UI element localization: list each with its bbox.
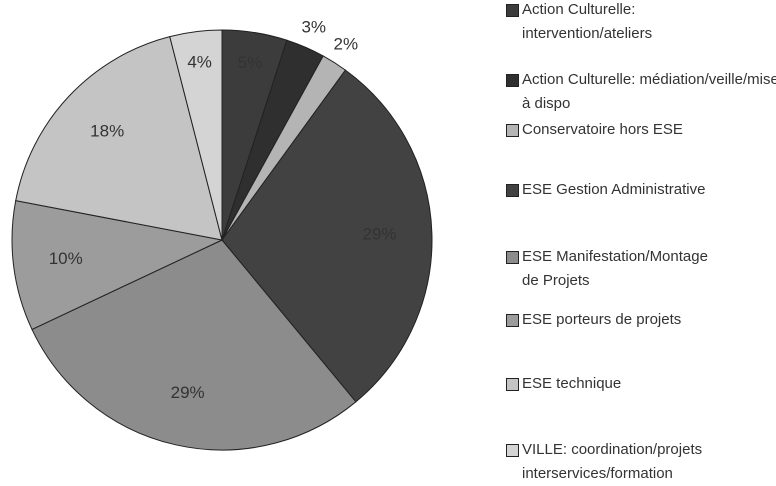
legend-swatch <box>506 4 519 17</box>
legend-swatch <box>506 184 519 197</box>
slice-label: 29% <box>362 225 396 244</box>
slice-label: 10% <box>49 249 83 268</box>
slice-label: 4% <box>187 52 212 71</box>
pie-slice <box>11 200 224 331</box>
legend-swatch <box>506 251 519 264</box>
legend-label: Conservatoire hors ESE <box>522 121 683 138</box>
slice-label: 2% <box>333 34 358 53</box>
slice-label: 18% <box>90 122 124 141</box>
slice-label: 29% <box>171 383 205 402</box>
legend-label: Action Culturelle: médiation/veille/mise… <box>522 71 776 112</box>
pie-slice <box>31 239 357 451</box>
legend-swatch <box>506 74 519 87</box>
pie-chart: 5% 3% 2% 29% 29% 10% 18% 4% <box>11 17 433 451</box>
legend-swatch <box>506 378 519 391</box>
legend-label: ESE Gestion Administrative <box>522 181 706 198</box>
legend-label: ESE porteurs de projets <box>522 311 682 328</box>
pie-slice <box>169 29 223 241</box>
slice-label: 5% <box>238 53 263 72</box>
legend-swatch <box>506 314 519 327</box>
legend-label: ESE Manifestation/Montage de Projets <box>522 248 708 289</box>
legend-label: VILLE: coordination/projets interservice… <box>522 441 703 482</box>
pie-slice <box>221 69 433 403</box>
pie-slice <box>15 35 223 241</box>
legend-label: Action Culturelle: intervention/ateliers <box>522 1 653 42</box>
slice-label: 3% <box>301 17 326 36</box>
legend-swatch <box>506 124 519 137</box>
legend-swatch <box>506 444 519 457</box>
legend-label: ESE technique <box>522 375 622 392</box>
